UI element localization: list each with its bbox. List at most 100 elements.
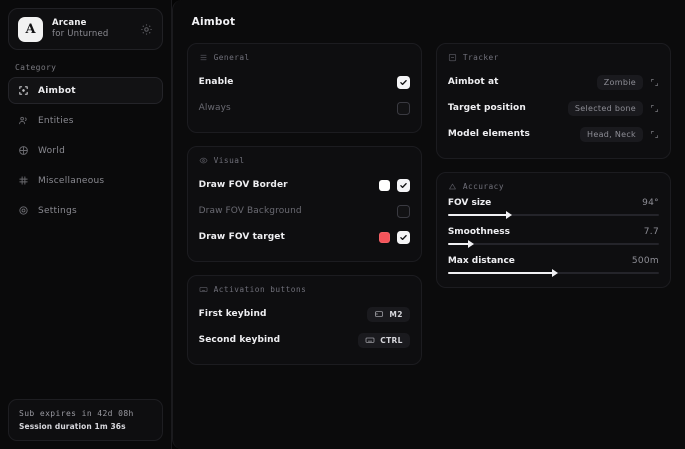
activation-card-title: Activation buttons [213,285,307,294]
row-label: Target position [447,103,526,113]
crosshair-icon [19,86,28,95]
row-label: Enable [198,77,234,87]
row-label: First keybind [198,309,267,319]
sidebar-item-label: Aimbot [38,85,76,96]
expand-icon[interactable] [650,104,659,113]
fov-border-color-swatch[interactable] [378,179,390,191]
main-content: Aimbot General Enable [171,0,685,449]
row-enable[interactable]: Enable [199,69,410,95]
row-draw-fov-border[interactable]: Draw FOV Border [199,172,410,198]
visual-card: Visual Draw FOV Border [186,146,422,262]
row-model-elements[interactable]: Model elements Head, Neck [448,121,659,147]
slider-max-distance: Max distance 500m [447,256,659,277]
sidebar-item-settings[interactable]: Settings [8,197,163,224]
expand-icon[interactable] [650,130,659,139]
visual-card-title: Visual [213,156,245,165]
slider-label: Smoothness [447,227,510,237]
second-keybind-key: CTRL [380,335,403,345]
model-elements-value[interactable]: Head, Neck [580,126,643,142]
row-label: Draw FOV Background [198,206,302,216]
slider-fill [447,214,507,216]
session-duration-text: Session duration 1m 36s [19,422,126,431]
grid-icon [19,176,28,185]
check-icon [400,234,407,240]
sidebar-nav: Aimbot Entities World [8,77,163,224]
tracker-card-header: Tracker [448,53,659,62]
fov-target-color-swatch[interactable] [378,231,390,243]
slider-value: 500m [631,256,659,266]
row-draw-fov-background[interactable]: Draw FOV Background [199,198,410,224]
slider-knob[interactable] [552,269,559,277]
keyboard-icon [199,287,208,292]
page-title: Aimbot [191,16,236,28]
sidebar-item-label: Entities [38,115,74,126]
tracker-card-title: Tracker [462,53,499,62]
first-keybind-badge[interactable]: M2 [367,306,410,322]
slider-fill [447,243,469,245]
sliders-icon [200,54,207,61]
triangle-icon [448,183,456,190]
tracker-card: Tracker Aimbot at Zombie Target position [435,43,671,159]
row-first-keybind[interactable]: First keybind M2 [199,301,410,327]
row-always[interactable]: Always [199,95,410,121]
sidebar-item-label: World [38,145,66,156]
sidebar-item-world[interactable]: World [8,137,163,164]
first-keybind-key: M2 [389,309,403,319]
target-position-value[interactable]: Selected bone [567,100,643,116]
row-controls [396,75,410,89]
row-draw-fov-target[interactable]: Draw FOV target [199,224,410,250]
row-controls: Zombie [596,74,659,90]
row-target-position[interactable]: Target position Selected bone [448,95,659,121]
max-distance-slider-track[interactable] [447,269,659,277]
second-keybind-badge[interactable]: CTRL [358,332,410,348]
check-icon [400,182,407,188]
slider-knob[interactable] [505,211,512,219]
slider-label: Max distance [447,256,515,266]
row-second-keybind[interactable]: Second keybind CTRL [199,327,410,353]
target-box-icon [448,53,456,62]
check-icon [400,79,407,85]
subscription-footer: Sub expires in 42d 08h Session duration … [8,399,163,441]
sidebar-item-label: Settings [38,205,77,216]
smoothness-slider-track[interactable] [447,240,659,248]
brand-card[interactable]: A Arcane for Unturned [8,8,163,50]
accuracy-card-title: Accuracy [462,182,504,191]
enable-checkbox[interactable] [396,75,410,89]
always-checkbox[interactable] [396,101,410,115]
general-card-title: General [213,53,250,62]
activation-buttons-card: Activation buttons First keybind M2 [186,275,422,365]
fov-border-checkbox[interactable] [396,178,410,192]
row-label: Draw FOV Border [198,180,288,190]
entities-icon [19,116,27,125]
fov-target-checkbox[interactable] [396,230,410,244]
globe-icon [19,146,28,155]
left-column: General Enable Always [186,43,422,365]
row-aimbot-at[interactable]: Aimbot at Zombie [448,69,659,95]
panels-grid: General Enable Always [186,43,671,365]
row-label: Always [198,103,231,113]
slider-header: Max distance 500m [448,256,659,266]
accuracy-card-header: Accuracy [448,182,659,191]
right-column: Tracker Aimbot at Zombie Target position [435,43,671,365]
slider-header: Smoothness 7.7 [448,227,659,237]
sub-expiry-text: Sub expires in 42d 08h [19,409,134,418]
row-controls [378,230,410,244]
fov-background-checkbox[interactable] [396,204,410,218]
brand-name: Arcane [52,17,87,28]
fov-size-slider-track[interactable] [447,211,659,219]
gear-icon[interactable] [140,23,153,36]
sidebar-item-miscellaneous[interactable]: Miscellaneous [8,167,163,194]
slider-fill [447,272,554,274]
general-card: General Enable Always [186,43,422,133]
slider-knob[interactable] [467,240,474,248]
sidebar-item-aimbot[interactable]: Aimbot [8,77,163,104]
row-controls: Selected bone [567,100,659,116]
row-label: Aimbot at [447,77,499,87]
sidebar-item-entities[interactable]: Entities [8,107,163,134]
row-controls [378,178,410,192]
expand-icon[interactable] [650,78,659,87]
aimbot-at-value[interactable]: Zombie [596,74,643,90]
activation-card-header: Activation buttons [199,285,410,294]
sidebar-item-label: Miscellaneous [38,175,105,186]
